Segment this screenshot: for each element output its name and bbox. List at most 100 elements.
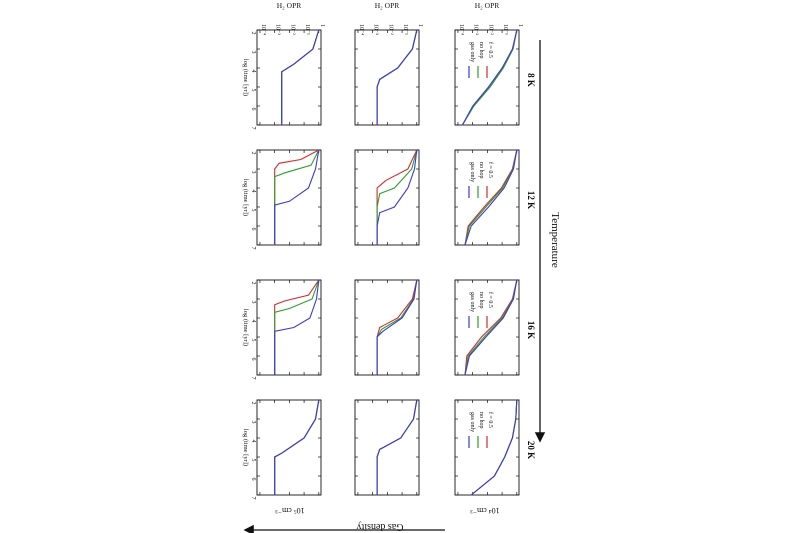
- panel-r0-c1: [454, 149, 520, 246]
- x-tick-label: 2: [250, 32, 256, 35]
- temperature-arrow: Temperature: [534, 40, 561, 443]
- legend-label: no hop: [478, 412, 484, 429]
- series-line-f-0-5: [274, 279, 320, 375]
- panel-r0-c2: [454, 279, 520, 376]
- legend-label: f = 0.5: [487, 42, 494, 58]
- x-axis-label: log (time [yr]): [242, 309, 249, 346]
- series-line-gas-only: [274, 149, 320, 245]
- temperature-label: 12 K: [526, 191, 536, 209]
- x-tick-label: 3: [250, 301, 256, 304]
- x-tick-label: 3: [250, 171, 256, 174]
- panel-frame: [354, 29, 420, 126]
- y-tick-label: 10⁻⁴: [358, 24, 364, 35]
- panel-r2-c0: [256, 29, 322, 126]
- y-tick-label: 1: [417, 24, 423, 27]
- y-tick-label: 10⁻²: [387, 24, 393, 35]
- y-tick-label: 10⁻⁴: [260, 24, 266, 35]
- series-line-gas-only: [274, 279, 320, 375]
- panel-r2-c1: [256, 149, 322, 246]
- series-line-f-0-5: [376, 279, 418, 375]
- x-tick-label: 6: [250, 478, 256, 481]
- legend-label: gas only: [469, 292, 475, 312]
- series-line-f-0-5: [281, 29, 320, 125]
- legend-label: f = 0.5: [487, 412, 494, 428]
- panels-layer: 2 3 4 5 6 7 log (time [yr]) 2 3 4 5 6 7 log (time [yr…: [242, 1, 536, 515]
- x-tick-label: 5: [250, 209, 256, 212]
- x-axis-label: log (time [yr]): [242, 179, 249, 216]
- x-tick-label: 5: [250, 459, 256, 462]
- series-line-gas-only: [376, 29, 418, 125]
- y-tick-label: 1: [517, 24, 523, 27]
- density-label: 10⁴ cm⁻³: [470, 506, 500, 515]
- series-line-f-0-5: [376, 149, 418, 245]
- panel-frame: [454, 29, 520, 126]
- x-tick-label: 6: [250, 228, 256, 231]
- legend-label: gas only: [469, 412, 475, 432]
- panel-frame: [354, 149, 420, 246]
- y-axis-label: H₂ OPR: [375, 1, 400, 10]
- series-line-gas-only: [461, 29, 518, 126]
- legend-label: gas only: [469, 42, 475, 62]
- x-tick-label: 6: [250, 108, 256, 111]
- panel-frame: [454, 149, 520, 246]
- panel-r2-c3: [256, 399, 322, 496]
- temperature-label: 8 K: [526, 73, 536, 87]
- y-tick-label: 10⁻¹: [502, 24, 508, 35]
- series-line-no-hop: [281, 29, 320, 125]
- series-line-gas-only: [281, 29, 320, 125]
- panel-r0-c0: [454, 29, 520, 126]
- density-label: 10⁵ cm⁻³: [275, 506, 305, 515]
- y-tick-label: 10⁻¹: [304, 24, 310, 35]
- series-line-gas-only: [376, 279, 418, 375]
- panel-frame: [256, 29, 322, 126]
- x-tick-label: 2: [250, 152, 256, 155]
- density-arrow-label: Gas density: [357, 521, 404, 532]
- panel-frame: [454, 399, 520, 496]
- y-axis-label: H₂ OPR: [277, 1, 302, 10]
- series-line-no-hop: [376, 279, 418, 375]
- panel-frame: [354, 279, 420, 376]
- legend-label: no hop: [478, 42, 484, 59]
- x-tick-label: 2: [250, 282, 256, 285]
- panel-r1-c3: [354, 399, 420, 496]
- x-tick-label: 5: [250, 89, 256, 92]
- y-tick-label: 10⁻³: [373, 24, 379, 35]
- series-line-no-hop: [274, 399, 320, 495]
- y-tick-label: 10⁻²: [289, 24, 295, 35]
- legend-label: gas only: [469, 162, 475, 182]
- y-tick-label: 10⁻³: [275, 24, 281, 35]
- temperature-label: 20 K: [526, 441, 536, 459]
- series-line-gas-only: [470, 399, 518, 496]
- x-tick-label: 4: [250, 440, 256, 443]
- series-line-f-0-5: [274, 399, 320, 495]
- panel-r1-c1: [354, 149, 420, 246]
- legend-label: f = 0.5: [487, 292, 494, 308]
- x-tick-label: 4: [250, 190, 256, 193]
- x-axis-label: log (time [yr]): [242, 59, 249, 96]
- panel-r0-c3: [454, 399, 520, 496]
- legend-label: f = 0.5: [487, 162, 494, 178]
- x-tick-label: 3: [250, 421, 256, 424]
- panel-r1-c2: [354, 279, 420, 376]
- legend-label: no hop: [478, 292, 484, 309]
- series-line-gas-only: [376, 149, 418, 245]
- x-tick-label: 7: [250, 127, 256, 130]
- x-tick-label: 7: [250, 247, 256, 250]
- panel-frame: [256, 149, 322, 246]
- legend-label: no hop: [478, 162, 484, 179]
- y-tick-label: 10⁻¹: [402, 24, 408, 35]
- y-tick-label: 10⁻⁴: [458, 24, 464, 35]
- y-tick-label: 1: [319, 24, 325, 27]
- y-axis-label: H₂ OPR: [475, 1, 500, 10]
- x-tick-label: 4: [250, 70, 256, 73]
- panel-frame: [256, 399, 322, 496]
- y-tick-label: 10⁻²: [487, 24, 493, 35]
- x-tick-label: 5: [250, 339, 256, 342]
- panel-frame: [256, 279, 322, 376]
- series-line-gas-only: [376, 399, 418, 495]
- temperature-arrow-label: Temperature: [549, 212, 561, 268]
